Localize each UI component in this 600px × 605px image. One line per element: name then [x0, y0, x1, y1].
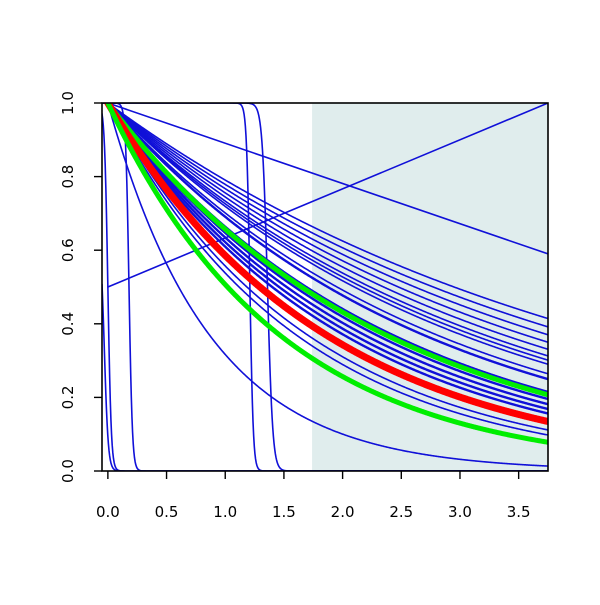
x-tick-label-4: 2.0	[331, 503, 355, 521]
series-line-12	[106, 103, 548, 381]
y-tick-label-4: 0.8	[59, 165, 77, 189]
x-tick-label-3: 1.5	[272, 503, 296, 521]
series-line-20	[106, 103, 548, 436]
series-line-16	[106, 103, 548, 411]
series-line-0	[107, 103, 548, 288]
series-line-6	[106, 103, 548, 344]
series-line-19	[106, 103, 548, 431]
series-line-7	[106, 103, 548, 351]
series-line-10	[106, 103, 548, 366]
series-line-2	[107, 103, 548, 467]
x-tick-label-0: 0.0	[96, 503, 120, 521]
series-line-26	[104, 103, 548, 398]
series-line-28	[105, 103, 548, 445]
series-line-27	[103, 103, 548, 426]
series-line-3	[106, 103, 548, 320]
y-tick-label-3: 0.6	[59, 238, 77, 262]
series-line-15	[106, 103, 548, 406]
plot-frame	[101, 102, 549, 472]
x-tick-label-2: 1.0	[213, 503, 237, 521]
axes-group: 0.0 0.5 1.0 1.5 2.0 2.5 3.0 3.5 0.0 0.2 0.4 0.6 0.8 1…	[59, 91, 549, 521]
series-line-5	[106, 103, 548, 336]
x-tick-label-1: 0.5	[155, 503, 179, 521]
series-group	[102, 103, 548, 471]
y-tick-label-2: 0.4	[59, 312, 77, 336]
y-tick-label-5: 1.0	[59, 91, 77, 115]
x-tick-label-7: 3.5	[507, 503, 531, 521]
x-tick-label-5: 2.5	[389, 503, 413, 521]
series-line-17	[106, 103, 548, 415]
series-line-9	[106, 103, 548, 361]
series-line-11	[106, 103, 548, 375]
y-tick-label-1: 0.2	[59, 385, 77, 409]
series-line-8	[106, 103, 548, 357]
series-line-1	[107, 103, 548, 255]
series-line-4	[106, 103, 548, 328]
y-tick-label-0: 0.0	[59, 459, 77, 483]
x-tick-label-6: 3.0	[448, 503, 472, 521]
